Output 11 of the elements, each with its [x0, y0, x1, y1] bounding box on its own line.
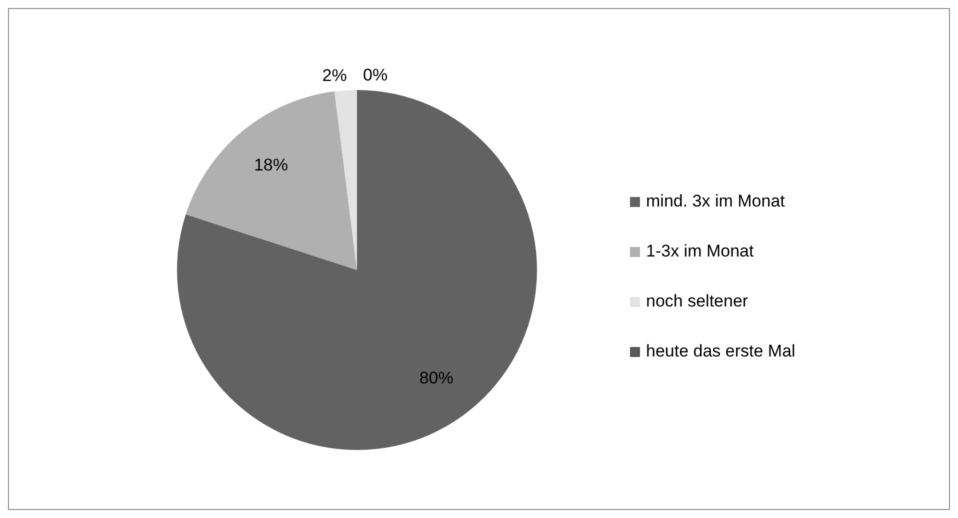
pie-slice — [177, 90, 537, 450]
data-label: 18% — [254, 155, 288, 174]
data-label: 80% — [419, 368, 454, 388]
pie-slice — [334, 90, 357, 270]
legend-label: noch seltener — [646, 291, 748, 310]
legend-label: mind. 3x im Monat — [646, 191, 786, 210]
legend-label: 1-3x im Monat — [646, 241, 754, 260]
pie-slice — [186, 91, 357, 270]
data-label: 2% — [322, 66, 347, 85]
legend-label: heute das erste Mal — [646, 341, 796, 360]
text: 0% — [363, 65, 388, 84]
